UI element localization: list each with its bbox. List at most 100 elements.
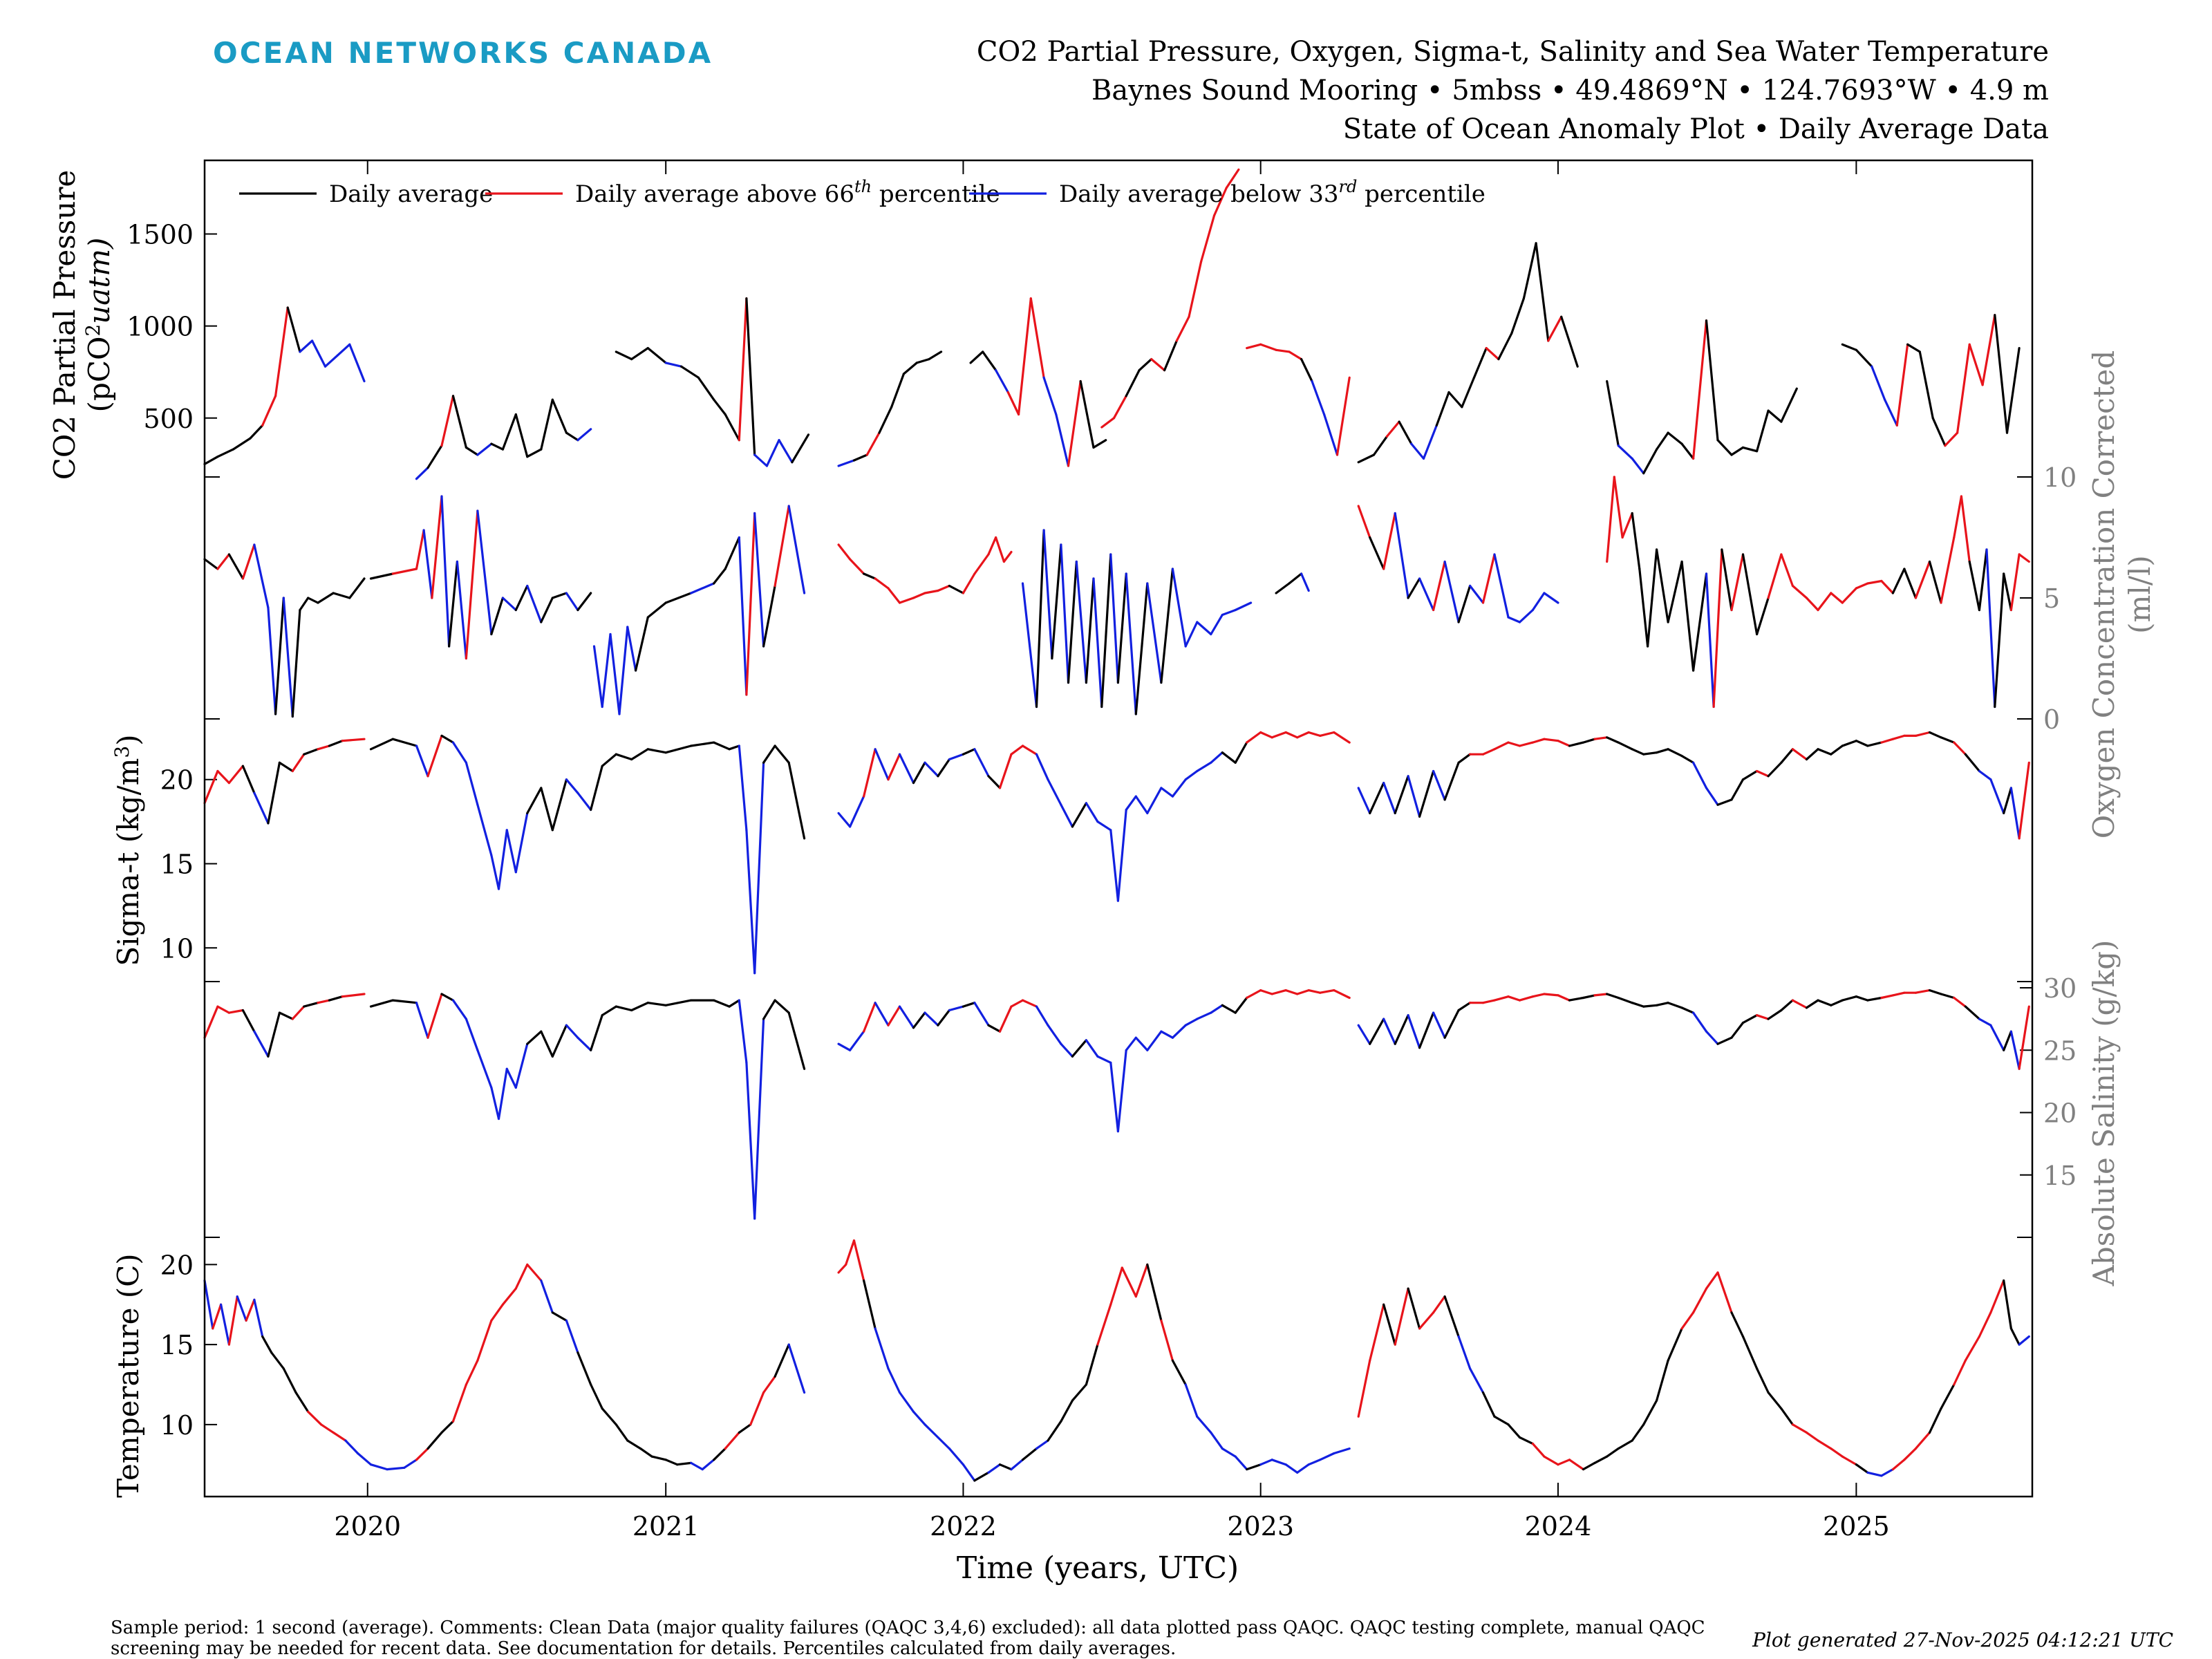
data-segment <box>987 536 997 556</box>
data-segment <box>403 1459 418 1469</box>
data-segment <box>490 442 505 451</box>
data-segment <box>1730 1311 1745 1338</box>
data-segment <box>1871 365 1886 401</box>
data-segment <box>1642 751 1658 756</box>
data-segment <box>505 1067 517 1089</box>
data-segment <box>551 1024 568 1058</box>
data-segment <box>1741 1335 1759 1370</box>
data-segment <box>948 584 965 594</box>
data-segment <box>1138 357 1153 372</box>
panel-sigma: 10 15 20 Sigma-t (kg/m3) <box>111 731 2030 975</box>
data-segment <box>1109 1061 1120 1133</box>
data-segment <box>1617 444 1633 460</box>
data-segment <box>551 778 568 832</box>
data-segment <box>1432 769 1446 801</box>
data-segment <box>601 753 617 767</box>
data-segment <box>962 1002 976 1008</box>
data-segment <box>1994 572 2005 709</box>
data-segment <box>1855 348 1873 368</box>
data-segment <box>216 1005 230 1014</box>
data-segment <box>1656 1002 1669 1006</box>
data-segment <box>490 1086 500 1121</box>
data-segment <box>1146 582 1163 684</box>
data-segment <box>1418 577 1435 612</box>
data-segment <box>451 999 468 1020</box>
data-segment <box>664 744 693 754</box>
data-segment <box>1060 1399 1074 1423</box>
data-segment <box>590 1014 603 1051</box>
data-segment <box>1418 769 1435 818</box>
data-segment <box>514 1042 529 1089</box>
data-segment <box>1125 368 1141 397</box>
data-segment <box>1531 1443 1546 1458</box>
data-segment <box>2003 787 2012 815</box>
data-segment <box>701 1459 715 1471</box>
data-segment <box>1780 1407 1794 1426</box>
data-segment <box>1543 592 1559 604</box>
data-segment <box>1593 993 1609 997</box>
data-segment <box>1006 391 1020 416</box>
data-segment <box>369 999 394 1008</box>
data-segment <box>948 1005 965 1012</box>
data-segment <box>203 456 219 466</box>
y-tick-label: 25 <box>2043 1035 2077 1066</box>
data-segment <box>328 740 344 747</box>
data-segment <box>1457 1002 1472 1012</box>
data-segment <box>551 398 568 434</box>
footer-comment: Sample period: 1 second (average). Comme… <box>111 1618 1705 1659</box>
data-segment <box>887 587 901 604</box>
data-segment <box>738 744 748 832</box>
data-segment <box>1443 761 1460 801</box>
data-segment <box>1906 343 1921 353</box>
data-segment <box>2018 553 2030 563</box>
data-segment <box>787 505 806 594</box>
data-segment <box>1692 572 1708 672</box>
data-segment <box>1978 769 1992 781</box>
data-segment <box>1791 584 1808 599</box>
data-segment <box>1928 731 1942 739</box>
data-segment <box>415 1447 429 1461</box>
chart-subtitle-2: State of Ocean Anomaly Plot • Daily Aver… <box>1342 113 2049 145</box>
data-segment <box>1369 536 1385 570</box>
data-segment <box>762 999 776 1020</box>
y-tick-label: 1000 <box>126 312 194 342</box>
data-segment <box>1891 991 1906 997</box>
data-segment <box>1830 744 1844 756</box>
y-tick-label: 1500 <box>126 220 194 250</box>
data-segment <box>307 1410 323 1426</box>
data-segment <box>1234 996 1248 1014</box>
data-segment <box>1895 343 1909 427</box>
data-segment <box>577 592 592 612</box>
data-segment <box>1085 577 1095 684</box>
data-segment <box>1880 579 1894 594</box>
data-segment <box>1075 560 1088 684</box>
data-segment <box>369 738 394 751</box>
data-segment <box>1497 332 1513 361</box>
data-segment <box>501 1287 517 1306</box>
data-segment <box>1333 988 1351 1000</box>
data-segment <box>1928 988 1942 995</box>
data-segment <box>728 999 740 1008</box>
data-segment <box>1382 1303 1396 1346</box>
data-segment <box>245 1298 256 1322</box>
panel-salinity: 15 20 25 30 Absolute Salinity (g/kg) <box>203 940 2121 1286</box>
data-segment <box>1940 993 1956 1000</box>
data-segment <box>1067 560 1078 684</box>
data-segment <box>2009 1030 2021 1070</box>
data-segment <box>1422 424 1438 460</box>
data-segment <box>738 999 748 1064</box>
y-tick-label: 5 <box>2043 583 2060 614</box>
data-segment <box>1029 297 1045 379</box>
data-segment <box>1531 993 1546 998</box>
data-segment <box>646 347 667 364</box>
y-tick-label: 500 <box>143 404 194 434</box>
data-segment <box>1481 1391 1496 1418</box>
data-segment <box>476 509 493 636</box>
data-segment <box>1017 297 1032 416</box>
data-segment <box>1968 560 1980 612</box>
data-segment <box>1469 1367 1485 1394</box>
data-segment <box>1121 1266 1137 1298</box>
data-segment <box>1021 1447 1038 1461</box>
data-segment <box>1092 577 1103 709</box>
data-segment <box>1196 761 1212 773</box>
